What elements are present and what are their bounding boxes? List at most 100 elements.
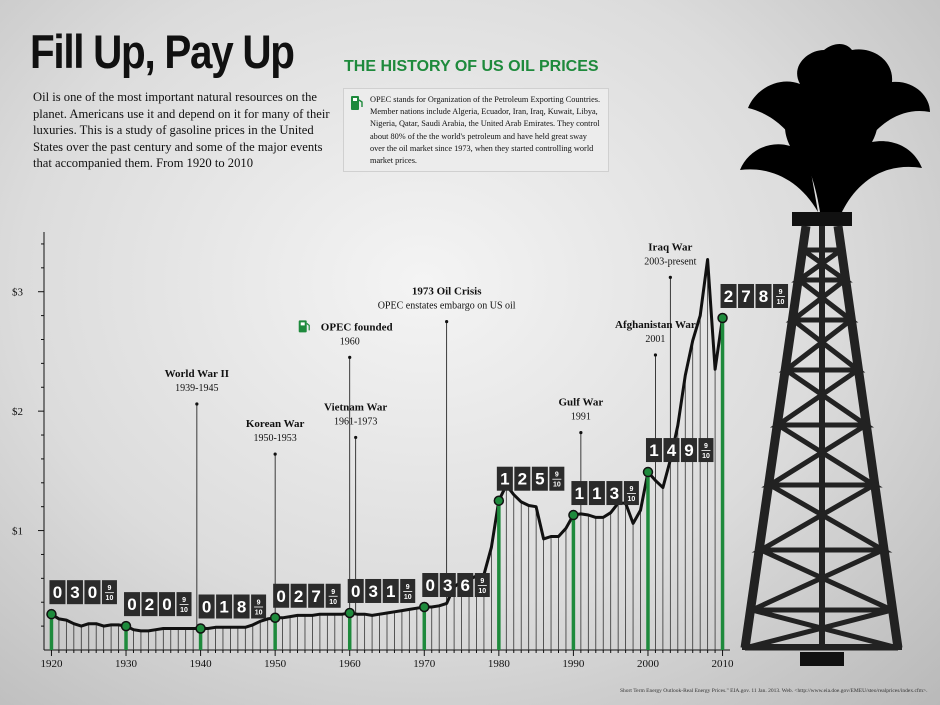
counter-digit: 3: [368, 582, 377, 601]
marker-dot: [419, 601, 430, 613]
counter-cell: [290, 583, 307, 608]
counter-cell: [738, 283, 755, 308]
counter-cell: [571, 481, 588, 506]
counter-cell: [531, 466, 548, 491]
fraction-numerator: 9: [108, 585, 112, 592]
event-date: 1961-1973: [334, 416, 377, 427]
intro-paragraph: Oil is one of the most important natural…: [33, 90, 330, 170]
event-leader-dot: [653, 353, 658, 357]
x-tick-label: 1940: [190, 658, 213, 670]
counter-cell: [382, 578, 399, 603]
price-marker: 1 4 9 910: [642, 438, 714, 650]
fraction-denominator: 10: [329, 599, 337, 606]
counter-digit: 0: [127, 595, 136, 614]
event-annotations: World War II 1939-1945 Korean War 1950-1953…: [165, 241, 697, 629]
event-date: 2003-present: [644, 256, 696, 267]
price-marker: 0 2 0 9 10: [120, 592, 192, 650]
event-name: Gulf War: [559, 397, 604, 409]
source-citation: Short Term Energy Outlook-Real Energy Pr…: [620, 688, 928, 694]
counter-digit: 0: [162, 595, 171, 614]
counter-cell: [663, 438, 680, 463]
event-date: 1939-1945: [175, 383, 218, 394]
page-subtitle: THE HISTORY OF US OIL PRICES: [344, 58, 599, 75]
counter-digit: 8: [237, 598, 246, 617]
fraction-numerator: 9: [555, 472, 559, 479]
price-marker: 1 2 5 9 10: [493, 466, 565, 650]
event-date: 1950-1953: [253, 433, 296, 444]
x-tick-label: 1920: [40, 658, 63, 670]
opec-note-text: OPEC stands for Organization of the Petr…: [370, 95, 601, 166]
price-counter: 1 1 3 910: [571, 481, 639, 506]
price-counter: 1 4 9 910: [645, 438, 714, 463]
counter-cell: [365, 578, 382, 603]
fraction-denominator: 10: [478, 588, 486, 595]
fraction-numerator: 9: [182, 597, 186, 604]
counter-digit: 1: [500, 470, 509, 489]
price-counter: 0 2 0 9 10: [124, 592, 192, 617]
event-leader-dot: [273, 452, 277, 456]
price-counter: 1 2 5 9 10: [496, 466, 565, 491]
event-name: Korean War: [246, 418, 305, 430]
counter-fraction-cell: [698, 438, 714, 463]
marker-dot: [120, 620, 132, 632]
counter-cell: [216, 594, 233, 619]
counter-cell: [496, 466, 513, 491]
event-leader-dot: [445, 319, 449, 324]
counter-digit: 0: [276, 587, 285, 606]
price-counter: 0 3 0 9 10: [49, 580, 117, 605]
fraction-denominator: 10: [255, 610, 263, 617]
fraction-denominator: 10: [404, 594, 412, 601]
counter-digit: 2: [294, 587, 303, 606]
price-marker: 0 3 1 9 10: [344, 578, 416, 650]
counter-fraction-cell: [549, 466, 565, 491]
price-counter: 0 3 1 9 10: [347, 578, 416, 603]
x-tick-label: 1930: [115, 658, 138, 670]
counter-cell: [124, 592, 141, 617]
gas-pump-icon: [351, 96, 363, 110]
counter-cell: [588, 481, 605, 506]
counter-cell: [755, 283, 772, 308]
marker-dot: [568, 509, 579, 521]
y-tick-label: $1: [12, 526, 23, 538]
counter-cell: [680, 438, 697, 463]
counter-digit: 1: [219, 598, 228, 617]
price-marker: 0 1 8 9 10: [195, 594, 267, 650]
event-leader-dot: [195, 402, 199, 406]
fraction-denominator: 10: [777, 299, 785, 306]
x-tick-label: 1990: [562, 658, 585, 670]
counter-digit: 1: [649, 441, 658, 460]
counter-cell: [159, 592, 176, 617]
price-counter: 0 1 8 9 10: [198, 594, 267, 619]
counter-digit: 7: [741, 287, 750, 306]
event-date: 1991: [571, 412, 591, 423]
gas-pump-icon: [298, 320, 310, 333]
page-title: Fill Up, Pay Up: [30, 25, 295, 78]
counter-cell: [606, 481, 623, 506]
event-leader-dot: [348, 355, 352, 359]
fraction-numerator: 9: [629, 486, 633, 493]
counter-cell: [514, 466, 531, 491]
fraction-numerator: 9: [480, 578, 484, 585]
counter-digit: 0: [351, 582, 360, 601]
fraction-numerator: 9: [406, 584, 410, 591]
price-marker: 0 3 0 9 10: [46, 580, 117, 650]
marker-dot: [46, 608, 57, 620]
counter-digit: 4: [667, 441, 677, 460]
price-marker: 1 1 3 910: [568, 481, 639, 650]
y-tick-label: $3: [12, 287, 24, 299]
fraction-denominator: 10: [628, 496, 636, 503]
price-marker: 0 3 6 9 10: [419, 573, 490, 650]
price-counter: 2 7 8 9 10: [720, 283, 789, 308]
counter-cell: [141, 592, 158, 617]
counter-fraction-cell: [176, 592, 192, 617]
counter-fraction-cell: [325, 583, 341, 608]
y-tick-label: $2: [12, 406, 23, 418]
counter-fraction-cell: [400, 578, 416, 603]
oil-derrick-illustration: [740, 44, 930, 666]
event-date: 1960: [340, 336, 360, 347]
marker-dot: [344, 607, 355, 619]
opec-note-box: OPEC stands for Organization of the Petr…: [343, 88, 609, 172]
fraction-numerator: 9: [331, 589, 335, 596]
